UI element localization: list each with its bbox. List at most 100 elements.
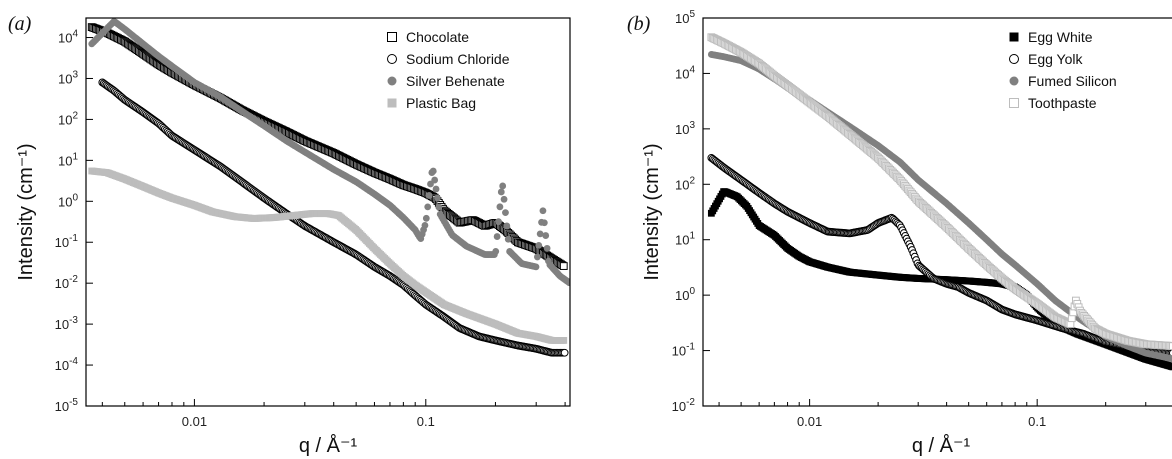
series-toothpaste — [707, 33, 1172, 350]
panel-a: (a) 0.01 0.1 10-5 10-4 10-3 10-2 10-1 100 101 102… — [8, 13, 571, 457]
legend-item-egg-yolk: Egg Yolk — [1009, 51, 1083, 67]
data-point — [539, 207, 547, 215]
series-silver-behenate — [88, 18, 570, 287]
panel-b-y-axis-title: Intensity (cm⁻¹) — [641, 143, 663, 280]
legend-item-toothpaste: Toothpaste — [1009, 95, 1097, 111]
data-point — [495, 218, 502, 226]
data-point — [496, 203, 504, 211]
y-tick-label: 104 — [675, 64, 695, 81]
panel-b-legend: Egg White Egg Yolk Fumed Silicon Toothpaste — [1009, 29, 1117, 111]
legend-item-fumed-silicon: Fumed Silicon — [1009, 73, 1117, 89]
legend-marker — [387, 32, 397, 42]
y-tick-label: 10-3 — [55, 315, 79, 332]
x-tick-label: 0.01 — [182, 414, 207, 429]
y-tick-label: 102 — [58, 110, 78, 127]
panel-a-ticks: 0.01 0.1 10-5 10-4 10-3 10-2 10-1 100 101 102 103 1… — [55, 29, 566, 429]
y-tick-label: 105 — [675, 9, 695, 26]
data-point — [540, 219, 548, 227]
legend-label: Egg Yolk — [1028, 51, 1083, 67]
data-point — [559, 262, 568, 270]
data-point — [1169, 355, 1172, 363]
data-point — [542, 232, 550, 239]
data-point — [434, 194, 441, 202]
y-tick-label: 10-5 — [55, 397, 79, 414]
legend-marker — [1009, 76, 1019, 86]
y-tick-label: 103 — [675, 120, 695, 137]
legend-label: Plastic Bag — [406, 95, 476, 111]
data-point — [421, 222, 429, 229]
series-egg-yolk — [707, 153, 1172, 357]
y-tick-label: 10-1 — [55, 233, 79, 250]
data-point — [543, 244, 551, 252]
panel-b-x-axis-title: q / Å⁻¹ — [912, 434, 971, 457]
y-tick-label: 10-2 — [672, 397, 696, 414]
data-point — [422, 214, 430, 222]
y-tick-label: 100 — [675, 286, 695, 303]
data-point — [1169, 363, 1172, 371]
legend-label: Chocolate — [406, 29, 469, 45]
x-tick-label: 0.1 — [1028, 414, 1046, 429]
panel-b-label: (b) — [627, 13, 651, 35]
panel-a-series — [87, 18, 570, 357]
data-point — [533, 253, 541, 261]
legend-item-silver-behenate: Silver Behenate — [387, 73, 505, 89]
panel-a-label: (a) — [8, 13, 32, 35]
legend-item-egg-white: Egg White — [1009, 29, 1093, 45]
panel-b-series — [707, 33, 1172, 371]
y-tick-label: 10-2 — [55, 274, 79, 291]
data-point — [502, 209, 509, 217]
data-point — [560, 337, 568, 344]
data-point — [535, 241, 543, 249]
legend-marker — [1009, 54, 1019, 64]
legend-marker — [387, 54, 397, 64]
legend-item-sodium-chloride: Sodium Chloride — [387, 51, 510, 67]
panel-a-plot-frame — [85, 17, 571, 407]
panel-a-legend: Chocolate Sodium Chloride Silver Behenate P… — [387, 29, 510, 111]
data-point — [429, 167, 437, 175]
data-point — [1168, 349, 1172, 357]
y-tick-label: 104 — [58, 29, 78, 46]
data-point — [1168, 342, 1172, 350]
legend-marker — [387, 76, 397, 86]
legend-label: Sodium Chloride — [406, 51, 510, 67]
data-point — [504, 235, 512, 243]
data-point — [431, 176, 439, 184]
data-point — [497, 188, 505, 196]
panel-b-plot-frame — [702, 17, 1172, 407]
y-tick-label: 10-4 — [55, 356, 79, 373]
data-point — [499, 182, 507, 190]
data-point — [492, 248, 500, 255]
legend-label: Silver Behenate — [406, 73, 505, 89]
data-point — [532, 263, 540, 271]
data-point — [503, 222, 511, 230]
data-point — [435, 203, 443, 211]
legend-item-plastic-bag: Plastic Bag — [387, 95, 476, 111]
y-tick-label: 103 — [58, 69, 78, 86]
y-tick-label: 10-1 — [672, 342, 696, 359]
data-point — [432, 185, 440, 193]
y-tick-label: 102 — [675, 175, 695, 192]
data-point — [565, 279, 570, 287]
y-tick-label: 101 — [58, 151, 78, 168]
legend-marker — [1009, 98, 1019, 108]
data-point — [425, 192, 433, 199]
y-tick-label: 100 — [58, 192, 78, 209]
x-tick-label: 0.1 — [417, 414, 435, 429]
legend-label: Egg White — [1028, 29, 1093, 45]
legend-item-chocolate: Chocolate — [387, 29, 469, 45]
legend-marker — [1009, 32, 1019, 42]
data-point — [500, 195, 508, 203]
data-point — [536, 230, 544, 238]
panel-b: (b) 0.01 0.1 10-2 10-1 100 101 102 103 104 105 q … — [627, 9, 1172, 457]
panel-a-x-axis-title: q / Å⁻¹ — [299, 434, 358, 457]
data-point — [493, 233, 501, 240]
series-plastic-bag — [88, 167, 568, 344]
series-sodium-chloride — [98, 78, 569, 357]
legend-label: Fumed Silicon — [1028, 73, 1117, 89]
legend-marker — [387, 98, 397, 108]
legend-label: Toothpaste — [1028, 95, 1097, 111]
x-tick-label: 0.01 — [797, 414, 822, 429]
data-point — [560, 348, 569, 357]
panel-b-ticks: 0.01 0.1 10-2 10-1 100 101 102 103 104 105 — [672, 9, 1147, 429]
